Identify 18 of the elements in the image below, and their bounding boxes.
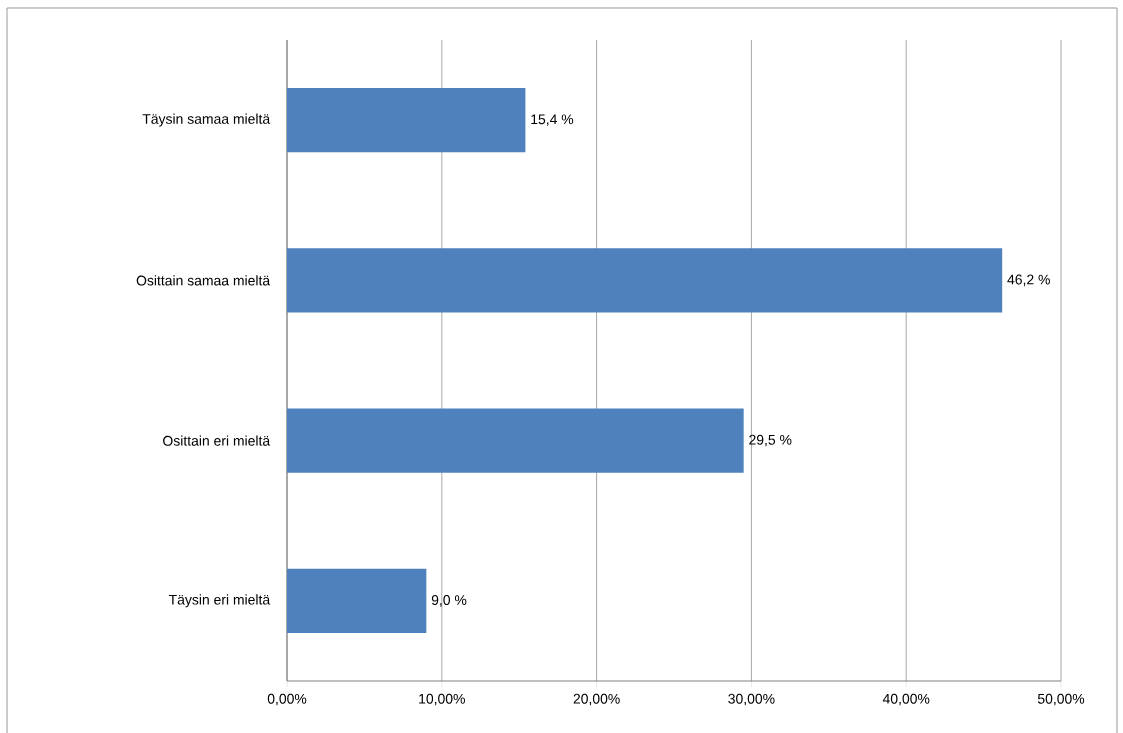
- x-tick-label: 40,00%: [882, 693, 930, 706]
- data-label: 46,2 %: [1007, 274, 1050, 287]
- data-label: 15,4 %: [531, 114, 574, 126]
- x-tick-label: 20,00%: [573, 693, 620, 706]
- bar: [287, 568, 427, 633]
- x-tick-label: 10,00%: [419, 693, 465, 706]
- x-tick-label: 50,00%: [1037, 693, 1085, 706]
- data-label: 29,5 %: [749, 434, 792, 447]
- bar: [287, 408, 744, 473]
- y-tick-label: Täysin samaa mieltä: [142, 113, 271, 127]
- bar: [287, 248, 1003, 313]
- bar: [287, 88, 526, 153]
- x-tick-label: 0,00%: [267, 693, 307, 706]
- x-tick-label: 30,00%: [728, 693, 775, 706]
- y-tick-label: Osittain samaa mieltä: [136, 275, 271, 286]
- data-label: 9,0 %: [431, 595, 467, 607]
- y-tick-label: Täysin eri mieltä: [168, 594, 271, 608]
- y-tick-label: Osittain eri mieltä: [163, 435, 271, 446]
